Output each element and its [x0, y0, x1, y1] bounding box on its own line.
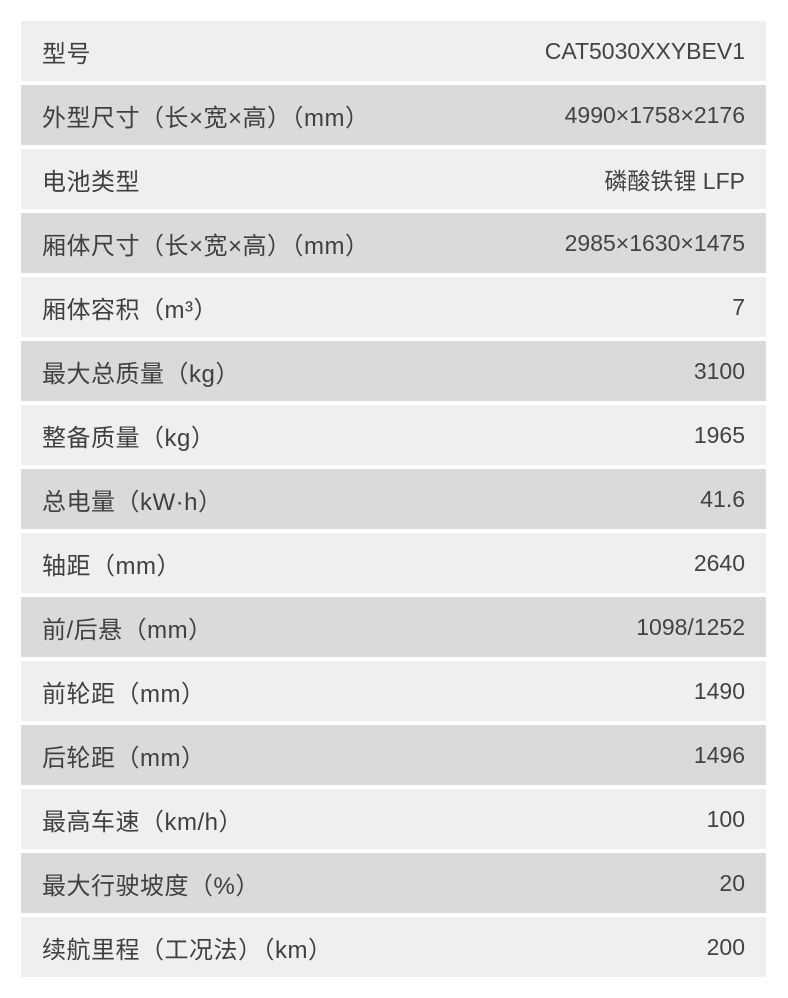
spec-value: 1490: [693, 677, 745, 704]
spec-label: 轴距（mm）: [42, 552, 181, 580]
spec-value: 2640: [693, 549, 745, 576]
spec-value: 7: [732, 293, 745, 320]
spec-label: 后轮距（mm）: [42, 744, 206, 772]
spec-row: 最大总质量（kg） 3100: [21, 341, 766, 401]
spec-value: 200: [706, 933, 745, 960]
spec-row: 前/后悬（mm） 1098/1252: [21, 597, 766, 657]
spec-row: 型号 CAT5030XXYBEV1: [21, 21, 766, 81]
spec-value: 1496: [693, 741, 745, 768]
spec-label: 前/后悬（mm）: [42, 616, 213, 644]
spec-label: 前轮距（mm）: [42, 680, 206, 708]
spec-row: 总电量（kW·h） 41.6: [21, 469, 766, 529]
spec-label: 外型尺寸（长×宽×高）（mm）: [42, 104, 370, 132]
spec-row: 轴距（mm） 2640: [21, 533, 766, 593]
spec-label: 最高车速（km/h）: [42, 808, 244, 836]
spec-row: 电池类型 磷酸铁锂 LFP: [21, 149, 766, 209]
spec-row: 前轮距（mm） 1490: [21, 661, 766, 721]
vehicle-spec-table: 型号 CAT5030XXYBEV1 外型尺寸（长×宽×高）（mm） 4990×1…: [21, 21, 766, 981]
spec-value: 3100: [693, 357, 745, 384]
spec-row: 最大行驶坡度（%） 20: [21, 853, 766, 913]
spec-label: 厢体容积（m³）: [42, 296, 218, 324]
spec-label: 厢体尺寸（长×宽×高）（mm）: [42, 232, 370, 260]
spec-value: 100: [706, 805, 745, 832]
spec-value: 20: [719, 869, 745, 896]
spec-label: 电池类型: [42, 168, 140, 196]
spec-label: 型号: [42, 40, 91, 68]
spec-value: 1098/1252: [636, 613, 745, 640]
spec-label: 最大总质量（kg）: [42, 360, 240, 388]
spec-row: 外型尺寸（长×宽×高）（mm） 4990×1758×2176: [21, 85, 766, 145]
spec-row: 最高车速（km/h） 100: [21, 789, 766, 849]
spec-label: 最大行驶坡度（%）: [42, 872, 260, 900]
spec-row: 厢体尺寸（长×宽×高）（mm） 2985×1630×1475: [21, 213, 766, 273]
spec-value: 41.6: [700, 485, 745, 512]
spec-value: 磷酸铁锂 LFP: [604, 168, 745, 194]
spec-value: 2985×1630×1475: [564, 229, 745, 256]
spec-value: 1965: [693, 421, 745, 448]
spec-value: 4990×1758×2176: [564, 101, 745, 128]
spec-value: CAT5030XXYBEV1: [544, 37, 745, 64]
spec-label: 总电量（kW·h）: [42, 488, 223, 516]
spec-label: 续航里程（工况法）（km）: [42, 936, 333, 964]
spec-row: 续航里程（工况法）（km） 200: [21, 917, 766, 977]
spec-row: 厢体容积（m³） 7: [21, 277, 766, 337]
spec-row: 整备质量（kg） 1965: [21, 405, 766, 465]
spec-label: 整备质量（kg）: [42, 424, 216, 452]
spec-row: 后轮距（mm） 1496: [21, 725, 766, 785]
